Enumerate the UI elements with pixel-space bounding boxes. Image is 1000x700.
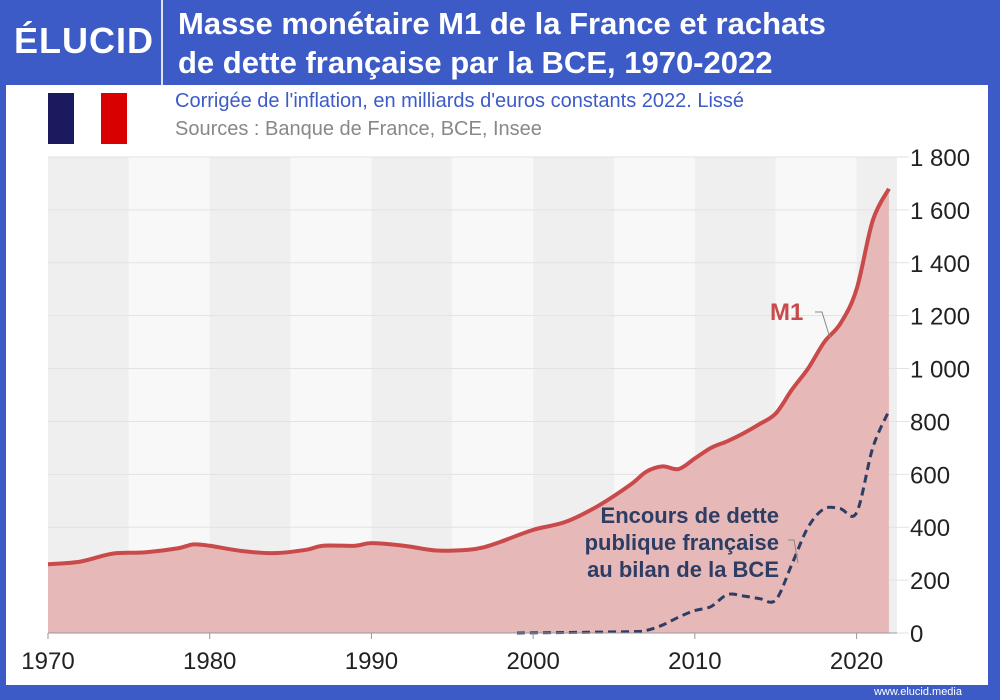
x-tick-label: 2000 <box>506 648 559 675</box>
debt-label: Encours de dette <box>601 503 779 528</box>
debt-label: publique française <box>585 530 779 555</box>
x-tick-label: 1970 <box>21 648 74 675</box>
y-tick-label: 1 200 <box>910 304 970 331</box>
y-tick-label: 600 <box>910 462 950 489</box>
chart-subtitle: Corrigée de l'inflation, en milliards d'… <box>175 90 745 112</box>
x-tick-label: 1980 <box>183 648 236 675</box>
title-line-1: Masse monétaire M1 de la France et racha… <box>178 6 826 41</box>
m1-line <box>47 187 891 567</box>
m1-label: M1 <box>770 299 803 326</box>
y-tick-label: 400 <box>910 515 950 542</box>
m1-area <box>48 188 889 633</box>
debt-label: au bilan de la BCE <box>587 557 779 582</box>
m1-leader-line <box>815 311 831 339</box>
y-tick-label: 1 000 <box>910 357 970 384</box>
y-tick-label: 1 600 <box>910 198 970 225</box>
x-tick-label: 2010 <box>668 648 721 675</box>
x-tick-label: 1990 <box>345 648 398 675</box>
y-tick-label: 200 <box>910 568 950 595</box>
x-tick-label: 2020 <box>830 648 883 675</box>
y-tick-label: 1 400 <box>910 251 970 278</box>
chart-title: Masse monétaire M1 de la France et racha… <box>178 4 826 82</box>
header: ÉLUCID Masse monétaire M1 de la France e… <box>0 0 1000 85</box>
y-tick-label: 1 800 <box>910 145 970 172</box>
title-line-2: de dette française par la BCE, 1970-2022 <box>178 45 773 80</box>
debt-line <box>516 410 891 635</box>
chart-sources: Sources : Banque de France, BCE, Insee <box>175 118 542 140</box>
divider <box>161 0 163 85</box>
debt-leader-line <box>788 539 799 564</box>
y-tick-label: 0 <box>910 621 923 648</box>
france-flag-icon <box>48 93 127 144</box>
y-tick-label: 800 <box>910 409 950 436</box>
footer-url: www.elucid.media <box>873 686 962 698</box>
elucid-logo: ÉLUCID <box>14 20 154 61</box>
